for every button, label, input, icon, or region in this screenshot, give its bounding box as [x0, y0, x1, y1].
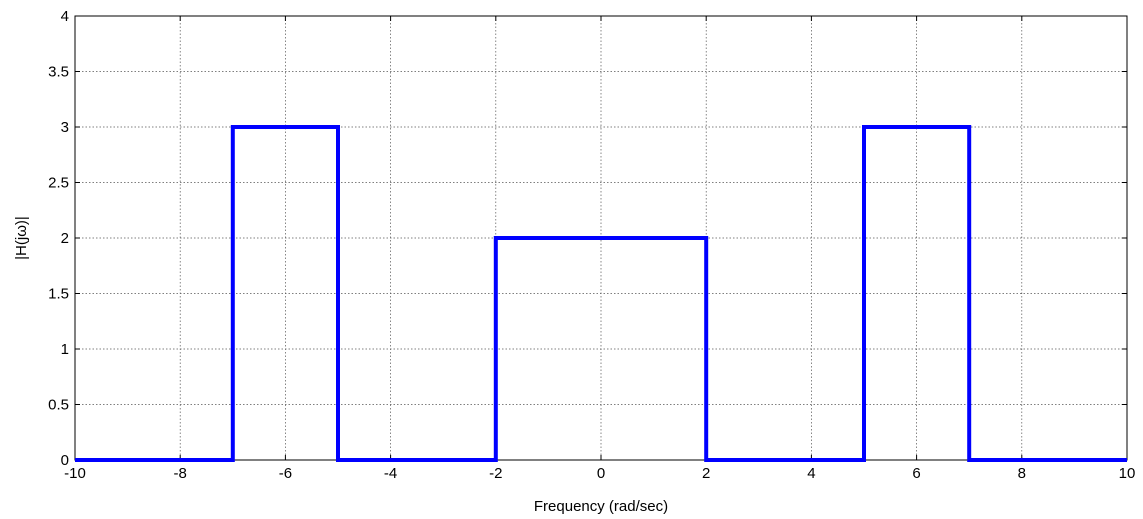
series-line — [75, 125, 1127, 462]
x-tick-label: 2 — [702, 465, 710, 482]
plot-frame — [74, 15, 1128, 461]
y-tick-label: 4 — [61, 8, 69, 25]
x-axis-label: Frequency (rad/sec) — [534, 498, 668, 515]
y-tick-label: 1.5 — [48, 286, 69, 303]
x-tick-labels: -10 -8 -6 -4 -2 0 2 4 6 8 10 — [64, 465, 1135, 482]
x-tick-label: -6 — [279, 465, 292, 482]
y-tick-labels: 0 0.5 1 1.5 2 2.5 3 3.5 4 — [48, 8, 69, 469]
y-tick-label: 0.5 — [48, 397, 69, 414]
y-axis-label: |H(jω)| — [13, 216, 30, 260]
y-tick-label: 3.5 — [48, 64, 69, 81]
y-tick-label: 2 — [61, 230, 69, 247]
x-tick-label: -2 — [489, 465, 502, 482]
x-tick-label: -4 — [384, 465, 397, 482]
y-tick-label: 0 — [61, 452, 69, 469]
x-tick-label: 6 — [912, 465, 920, 482]
y-tick-label: 1 — [61, 341, 69, 358]
x-tick-label: 10 — [1119, 465, 1136, 482]
x-tick-label: 8 — [1018, 465, 1026, 482]
y-tick-label: 3 — [61, 119, 69, 136]
series-layer — [75, 125, 1127, 462]
x-tick-label: 0 — [597, 465, 605, 482]
x-tick-label: -10 — [64, 465, 86, 482]
x-tick-label: -8 — [174, 465, 187, 482]
y-tick-label: 2.5 — [48, 175, 69, 192]
x-tick-label: 4 — [807, 465, 815, 482]
